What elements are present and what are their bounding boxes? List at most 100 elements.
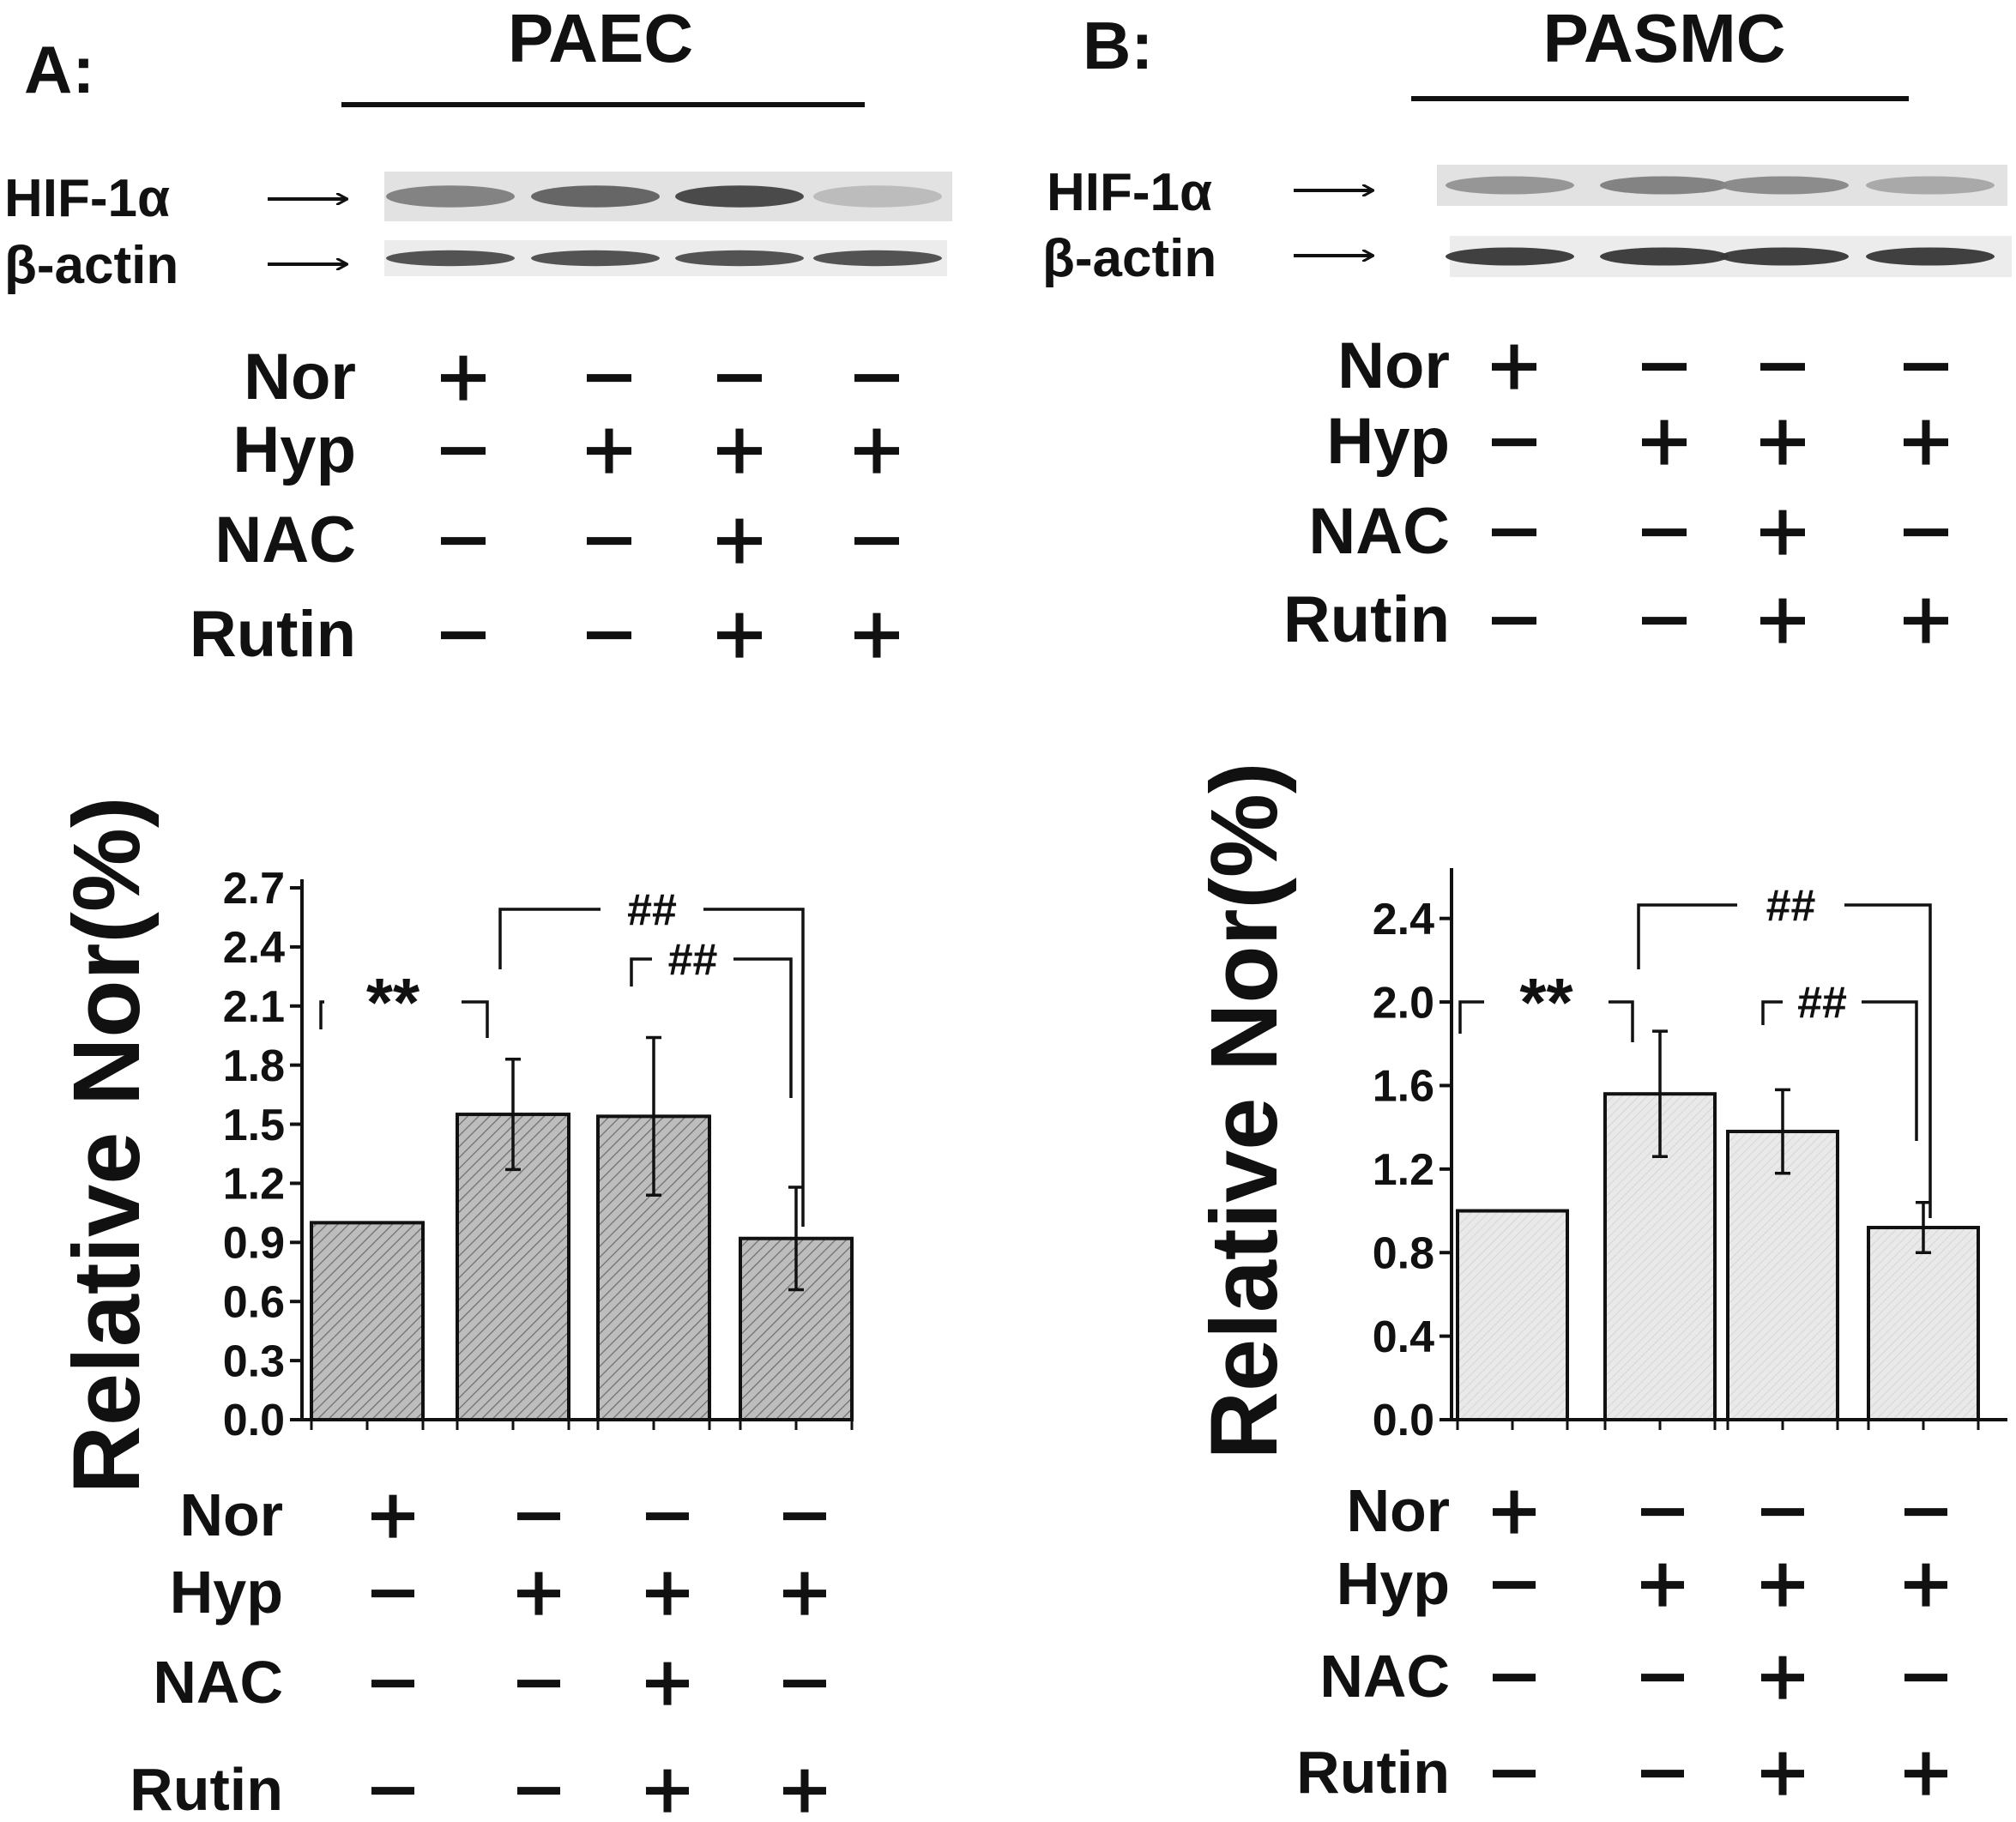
panel-b-hif-label: HIF-1α [1047, 163, 1212, 222]
y-tick-label: 0.8 [1373, 1228, 1434, 1278]
panel-a-blot-strips [384, 172, 952, 276]
y-axis-label: Relative Nor(%) [54, 797, 160, 1494]
panel-b-header: B: PASMC [1083, 0, 1909, 101]
significance-bracket [1458, 1000, 1634, 1042]
y-tick-label: 2.4 [223, 923, 285, 973]
panel-a-cell-type: PAEC [508, 0, 693, 76]
condition-label: NAC [1319, 1643, 1450, 1710]
plus-mark [854, 428, 899, 474]
significance-bracket [319, 1000, 489, 1038]
plus-mark [1761, 1752, 1804, 1795]
panel-a-blot: HIF-1α β-actin [4, 169, 952, 295]
panel-a-hif-label: HIF-1α [4, 169, 170, 228]
bar [1456, 1209, 1569, 1421]
significance-label: ** [1519, 964, 1573, 1041]
significance-bracket [498, 908, 805, 1227]
blot-band [531, 250, 660, 267]
plus-mark [1641, 1563, 1684, 1607]
plus-mark [1761, 1656, 1804, 1699]
panel-b-cell-type: PASMC [1543, 0, 1786, 76]
blot-band [1866, 176, 1995, 195]
y-tick-label: 0.3 [223, 1336, 285, 1386]
y-tick-label: 2.1 [223, 982, 285, 1032]
plus-mark [1760, 419, 1805, 465]
plus-mark [646, 1572, 689, 1615]
y-tick-label: 1.2 [1373, 1145, 1434, 1195]
condition-label: Hyp [1326, 405, 1450, 478]
y-axis-label: Relative Nor(%) [1192, 763, 1297, 1460]
panel-b-chart: Relative Nor(%) 0.0 0.4 0.8 1.2 1.6 2.0 2.4 ** ##… [1192, 763, 2007, 1460]
y-tick-label: 0.0 [1373, 1396, 1434, 1445]
condition-label: Nor [244, 341, 356, 413]
bar [1867, 1226, 1980, 1421]
y-tick-label: 2.7 [223, 864, 285, 914]
panel-b-blot: HIF-1α β-actin [1042, 163, 2012, 288]
condition-label: Hyp [170, 1559, 283, 1626]
y-tick-label: 1.5 [223, 1101, 285, 1150]
significance-bracket [630, 957, 793, 1098]
panel-a-chart: Relative Nor(%) 0.0 0.3 0.6 0.9 1.2 1.5 1.8 2.1 2… [54, 797, 854, 1494]
plus-mark [783, 1572, 826, 1615]
significance-label: ## [627, 885, 677, 935]
plus-mark [1904, 1563, 1947, 1607]
condition-label: Nor [1346, 1477, 1450, 1544]
y-tick-label: 1.6 [1373, 1062, 1434, 1112]
plus-mark [717, 428, 762, 474]
blot-band [386, 185, 515, 208]
plus-mark [646, 1662, 689, 1705]
condition-label: Rutin [1283, 583, 1450, 656]
condition-label: Hyp [232, 413, 356, 486]
blot-band [813, 250, 942, 267]
plus-mark [1760, 598, 1805, 643]
bar [310, 1221, 425, 1421]
condition-label: NAC [153, 1649, 283, 1716]
blot-band [1720, 176, 1849, 195]
condition-label: Hyp [1337, 1550, 1450, 1617]
plus-mark [854, 612, 899, 658]
plus-mark [1492, 344, 1536, 389]
blot-band [1600, 247, 1729, 266]
plus-mark [441, 355, 486, 401]
panel-b-actin-label: β-actin [1042, 229, 1216, 288]
plus-mark [1761, 1563, 1804, 1607]
blot-band [1866, 247, 1995, 266]
significance-bracket [1637, 903, 1932, 1218]
plus-mark [1642, 419, 1687, 465]
blot-band [1446, 176, 1574, 195]
y-tick-label: 1.8 [223, 1041, 285, 1091]
condition-label: NAC [1308, 495, 1450, 568]
y-tick-label: 0.9 [223, 1219, 285, 1269]
panel-a-chart-conditions: Nor Hyp NAC Rutin [130, 1481, 826, 1822]
significance-label: ## [1797, 978, 1847, 1028]
plus-mark [587, 428, 631, 474]
significance-label: ** [366, 964, 420, 1041]
condition-label: Nor [179, 1481, 283, 1548]
y-tick-label: 2.0 [1373, 978, 1434, 1028]
plus-mark [1904, 419, 1948, 465]
plus-mark [1904, 598, 1948, 643]
blot-band [675, 250, 804, 267]
plus-mark [646, 1769, 689, 1813]
panel-b-label: B: [1083, 8, 1153, 83]
plus-mark [783, 1769, 826, 1813]
panel-a-header: A: PAEC [24, 0, 865, 107]
significance-bracket [1761, 1000, 1918, 1141]
panel-b-blot-strips [1437, 165, 2012, 277]
panel-a-label: A: [24, 32, 94, 107]
condition-label: NAC [214, 504, 356, 576]
blot-band [1446, 247, 1574, 266]
plus-mark [1904, 1752, 1947, 1795]
y-tick-label: 0.4 [1373, 1312, 1434, 1362]
panel-a-actin-label: β-actin [4, 236, 178, 295]
y-tick-label: 2.4 [1373, 895, 1434, 944]
condition-label: Rutin [130, 1756, 283, 1822]
plus-mark [1493, 1490, 1536, 1534]
blot-band [386, 250, 515, 267]
blot-band [675, 185, 804, 208]
condition-label: Rutin [1296, 1739, 1450, 1806]
y-tick-label: 0.0 [223, 1396, 285, 1445]
